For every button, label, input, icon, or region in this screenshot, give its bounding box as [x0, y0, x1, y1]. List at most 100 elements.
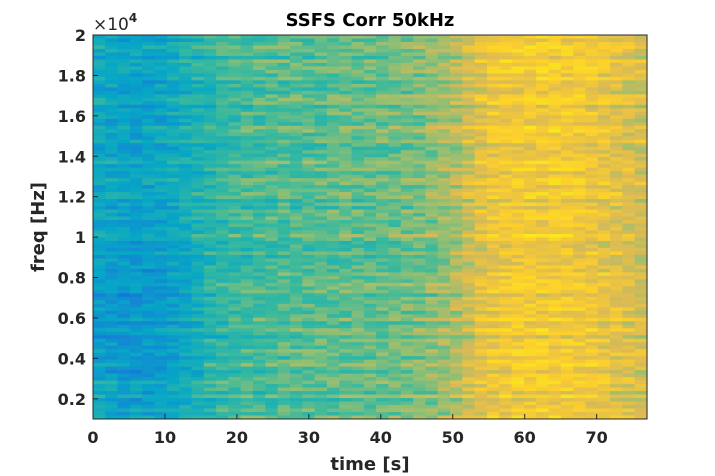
heatmap-cell — [179, 338, 193, 343]
heatmap-cell — [289, 391, 303, 395]
heatmap-cell — [191, 356, 205, 361]
heatmap-cell — [289, 415, 303, 420]
heatmap-cell — [388, 398, 402, 402]
heatmap-cell — [388, 192, 402, 196]
heatmap-cell — [585, 230, 599, 235]
heatmap-cell — [117, 188, 131, 193]
heatmap-cell — [154, 143, 168, 148]
heatmap-cell — [511, 324, 525, 329]
heatmap-cell — [129, 387, 143, 392]
heatmap-cell — [289, 227, 303, 231]
heatmap-cell — [228, 62, 242, 67]
heatmap-cell — [302, 94, 316, 99]
heatmap-cell — [376, 55, 390, 60]
heatmap-cell — [536, 101, 550, 106]
heatmap-cell — [585, 380, 599, 385]
heatmap-cell — [289, 174, 303, 179]
heatmap-cell — [388, 115, 402, 120]
heatmap-cell — [511, 279, 525, 284]
heatmap-cell — [326, 55, 340, 60]
heatmap-cell — [179, 408, 193, 413]
heatmap-cell — [339, 328, 353, 333]
heatmap-cell — [277, 153, 291, 158]
heatmap-cell — [634, 213, 648, 217]
heatmap-cell — [363, 324, 377, 329]
heatmap-cell — [474, 108, 488, 113]
heatmap-cell — [560, 160, 574, 165]
heatmap-cell — [450, 317, 463, 322]
heatmap-cell — [560, 87, 574, 92]
heatmap-cell — [634, 118, 648, 123]
heatmap-cell — [203, 62, 217, 67]
heatmap-cell — [425, 216, 439, 221]
heatmap-cell — [425, 69, 439, 74]
heatmap-cell — [154, 52, 168, 57]
heatmap-cell — [203, 296, 217, 301]
heatmap-cell — [240, 254, 254, 259]
heatmap-cell — [191, 178, 205, 183]
heatmap-cell — [536, 300, 550, 305]
heatmap-cell — [339, 223, 353, 228]
heatmap-cell — [314, 129, 328, 134]
heatmap-cell — [634, 286, 648, 291]
heatmap-cell — [413, 90, 426, 95]
heatmap-cell — [216, 272, 230, 277]
heatmap-cell — [413, 380, 426, 385]
heatmap-cell — [179, 139, 193, 144]
heatmap-cell — [610, 69, 623, 74]
heatmap-cell — [277, 391, 291, 395]
heatmap-cell — [610, 380, 623, 385]
heatmap-cell — [142, 331, 156, 336]
heatmap-cell — [585, 366, 599, 371]
heatmap-cell — [326, 310, 340, 315]
heatmap-cell — [548, 35, 562, 39]
heatmap-cell — [486, 265, 500, 270]
heatmap-cell — [228, 52, 242, 57]
heatmap-cell — [450, 118, 463, 123]
heatmap-cell — [413, 216, 426, 221]
heatmap-cell — [462, 174, 476, 179]
heatmap-cell — [437, 373, 451, 378]
heatmap-cell — [634, 209, 648, 214]
heatmap-cell — [253, 408, 266, 413]
heatmap-cell — [302, 150, 316, 155]
heatmap-cell — [129, 55, 143, 60]
heatmap-cell — [179, 356, 193, 361]
heatmap-cell — [289, 370, 303, 375]
heatmap-cell — [486, 310, 500, 315]
heatmap-cell — [425, 282, 439, 287]
heatmap-cell — [376, 296, 390, 301]
heatmap-cell — [289, 303, 303, 308]
heatmap-cell — [536, 352, 550, 357]
heatmap-cell — [351, 370, 365, 375]
heatmap-cell — [523, 55, 537, 60]
heatmap-cell — [117, 356, 131, 361]
x-tick-label: 70 — [586, 428, 608, 447]
heatmap-cell — [573, 366, 587, 371]
heatmap-cell — [376, 261, 390, 266]
heatmap-cell — [474, 317, 488, 322]
heatmap-cell — [474, 230, 488, 235]
heatmap-cell — [339, 174, 353, 179]
heatmap-cell — [228, 143, 242, 148]
heatmap-cell — [536, 220, 550, 224]
heatmap-cell — [265, 164, 279, 169]
heatmap-cell — [560, 240, 574, 245]
heatmap-cell — [425, 146, 439, 151]
heatmap-cell — [388, 412, 402, 416]
heatmap-cell — [289, 349, 303, 354]
heatmap-cell — [93, 384, 106, 388]
heatmap-cell — [585, 415, 599, 420]
heatmap-cell — [573, 223, 587, 228]
heatmap-cell — [499, 167, 513, 172]
heatmap-cell — [117, 408, 131, 413]
heatmap-cell — [437, 237, 451, 242]
heatmap-cell — [129, 408, 143, 413]
heatmap-cell — [486, 377, 500, 381]
heatmap-cell — [634, 206, 648, 210]
heatmap-cell — [105, 216, 119, 221]
heatmap-cell — [228, 73, 242, 78]
heatmap-cell — [203, 310, 217, 315]
heatmap-cell — [351, 136, 365, 141]
heatmap-cell — [265, 206, 279, 210]
